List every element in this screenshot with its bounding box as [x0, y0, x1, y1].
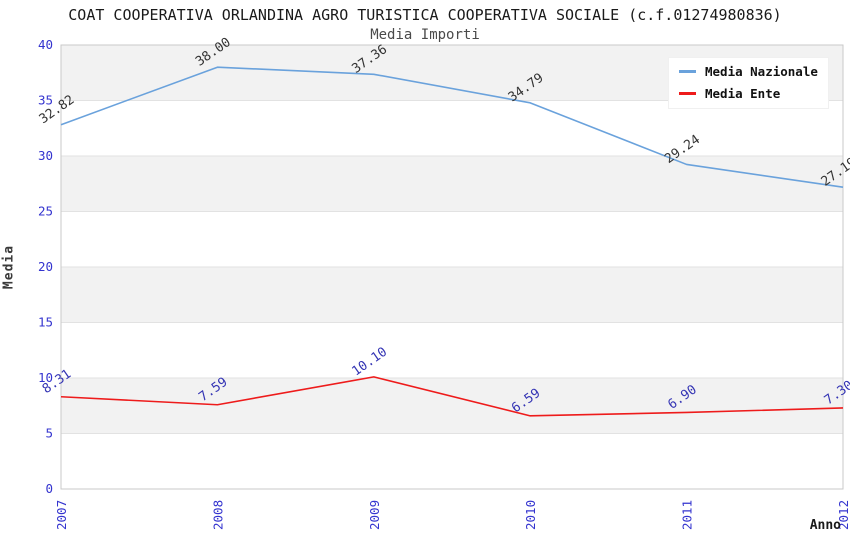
y-tick-label: 25: [38, 204, 53, 219]
x-tick-label: 2007: [54, 500, 69, 530]
y-tick-label: 35: [38, 93, 53, 108]
x-tick-label: 2012: [836, 500, 850, 530]
plot-band: [61, 156, 843, 212]
legend-item-media-nazionale: Media Nazionale: [679, 64, 818, 79]
y-tick-label: 5: [45, 426, 53, 441]
y-tick-label: 10: [38, 370, 53, 385]
y-tick-label: 30: [38, 148, 53, 163]
legend-item-media-ente: Media Ente: [679, 86, 818, 101]
legend-swatch-media-ente: [679, 92, 696, 95]
legend: Media Nazionale Media Ente: [668, 57, 829, 109]
x-tick-label: 2009: [367, 500, 382, 530]
x-axis-label: Anno: [809, 518, 841, 533]
x-tick-label: 2010: [523, 500, 538, 530]
x-tick-label: 2011: [680, 500, 695, 530]
legend-label-media-ente: Media Ente: [705, 86, 781, 101]
y-tick-label: 40: [38, 37, 53, 52]
y-tick-label: 15: [38, 315, 53, 330]
legend-label-media-nazionale: Media Nazionale: [705, 64, 818, 79]
plot-border: [60, 44, 844, 490]
point-label: 10.10: [349, 345, 390, 380]
series-line-media-ente: [60, 376, 844, 417]
chart-title: COAT COOPERATIVA ORLANDINA AGRO TURISTIC…: [68, 6, 782, 24]
plot-band: [61, 267, 843, 323]
y-tick-label: 0: [45, 481, 53, 496]
x-tick-label: 2008: [210, 500, 225, 530]
chart-subtitle: Media Importi: [370, 27, 480, 43]
series-line-media-nazionale: [60, 66, 844, 188]
plot-band: [61, 378, 843, 434]
y-tick-label: 20: [38, 259, 53, 274]
legend-swatch-media-nazionale: [679, 70, 696, 73]
